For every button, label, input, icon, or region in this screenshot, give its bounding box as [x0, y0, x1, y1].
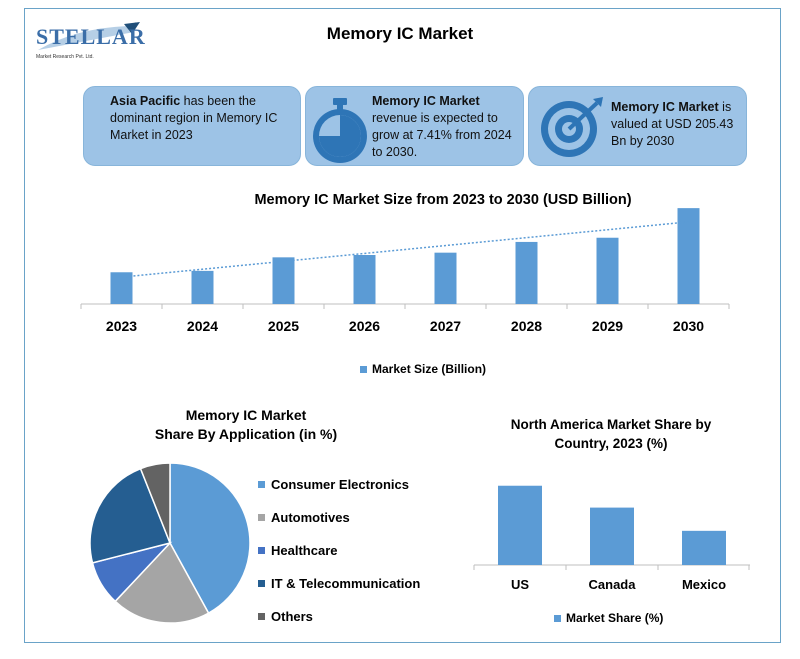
x-tick-label: 2029: [592, 318, 623, 334]
x-tick-label: 2025: [268, 318, 299, 334]
bar-us: [498, 485, 542, 565]
pie-slice-it-telecommunication: [89, 467, 172, 564]
legend-swatch: [360, 365, 367, 373]
application-legend: Consumer Electronics Automotives Healthcar…: [258, 468, 420, 633]
pie-slice-consumer-electronics: [169, 462, 251, 615]
legend-swatch: [554, 614, 561, 622]
bar-2025: [272, 257, 295, 304]
x-tick-label: 2026: [349, 318, 380, 334]
page-title: Memory IC Market: [326, 24, 474, 43]
x-tick-label: 2028: [511, 318, 542, 334]
market-size-legend: Market Size (Billion): [360, 362, 486, 376]
x-tick-label: 2024: [187, 318, 218, 334]
logo-subtitle: Market Research Pvt. Ltd.: [36, 54, 94, 60]
north-america-bar-chart: US Canada Mexico: [473, 485, 750, 592]
application-pie-chart: [89, 462, 251, 624]
bar-mexico: [682, 530, 726, 565]
x-tick-label: Canada: [589, 577, 637, 592]
legend-item: Others: [258, 600, 420, 633]
pie-slice-others: [139, 462, 171, 544]
legend-swatch: [258, 580, 265, 587]
legend-label: Market Share (%): [566, 611, 664, 625]
bar-2024: [191, 270, 214, 304]
legend-item: IT & Telecommunication: [258, 567, 420, 600]
north-america-legend: Market Share (%): [554, 611, 663, 625]
stopwatch-icon: [313, 98, 367, 163]
bar-2029: [596, 237, 619, 304]
bar-2028: [515, 241, 538, 304]
market-size-chart-title: Memory IC Market Size from 2023 to 2030 …: [254, 192, 632, 208]
stellar-logo: STELLAR Market Research Pvt. Ltd.: [36, 20, 146, 70]
legend-label: Consumer Electronics: [271, 477, 409, 492]
legend-label: Healthcare: [271, 543, 338, 558]
market-size-chart: 2023 2024 2025 2026 2027 2028 2029 2030: [80, 208, 730, 334]
info-text-region: Asia Pacific has been the dominant regio…: [110, 94, 278, 142]
trendline: [121, 221, 689, 278]
info-box-valuation: Memory IC Market is valued at USD 205.43…: [528, 86, 747, 166]
legend-item: Healthcare: [258, 534, 420, 567]
logo-swoosh-icon: [38, 22, 140, 50]
info-box-region: Asia Pacific has been the dominant regio…: [83, 86, 301, 166]
legend-swatch: [258, 613, 265, 620]
bar-2026: [353, 255, 376, 304]
bar-2023: [110, 272, 133, 304]
logo-wordmark: STELLAR: [36, 24, 146, 49]
bar-canada: [590, 507, 634, 565]
x-tick-label: US: [511, 577, 529, 592]
info-text-growth: Memory IC Market revenue is expected to …: [372, 94, 512, 159]
info-text-valuation: Memory IC Market is valued at USD 205.43…: [611, 100, 734, 148]
bar-2030: [677, 208, 700, 304]
legend-item: Consumer Electronics: [258, 468, 420, 501]
info-box-growth: Memory IC Market revenue is expected to …: [305, 86, 524, 166]
x-tick-label: Mexico: [682, 577, 726, 592]
legend-label: Others: [271, 609, 313, 624]
legend-swatch: [258, 481, 265, 488]
legend-label: Market Size (Billion): [372, 362, 487, 376]
x-tick-label: 2030: [673, 318, 704, 334]
legend-swatch: [258, 514, 265, 521]
legend-item: Automotives: [258, 501, 420, 534]
x-tick-label: 2023: [106, 318, 137, 334]
application-chart-title: Memory IC Market Share By Application (i…: [154, 407, 338, 442]
north-america-chart-title: North America Market Share by Country, 2…: [510, 417, 712, 451]
legend-swatch: [258, 547, 265, 554]
x-tick-label: 2027: [430, 318, 461, 334]
legend-label: Automotives: [271, 510, 350, 525]
bar-2027: [434, 252, 457, 304]
legend-label: IT & Telecommunication: [271, 576, 421, 591]
pie-slice-automotives: [114, 541, 210, 624]
target-icon: [541, 97, 603, 157]
